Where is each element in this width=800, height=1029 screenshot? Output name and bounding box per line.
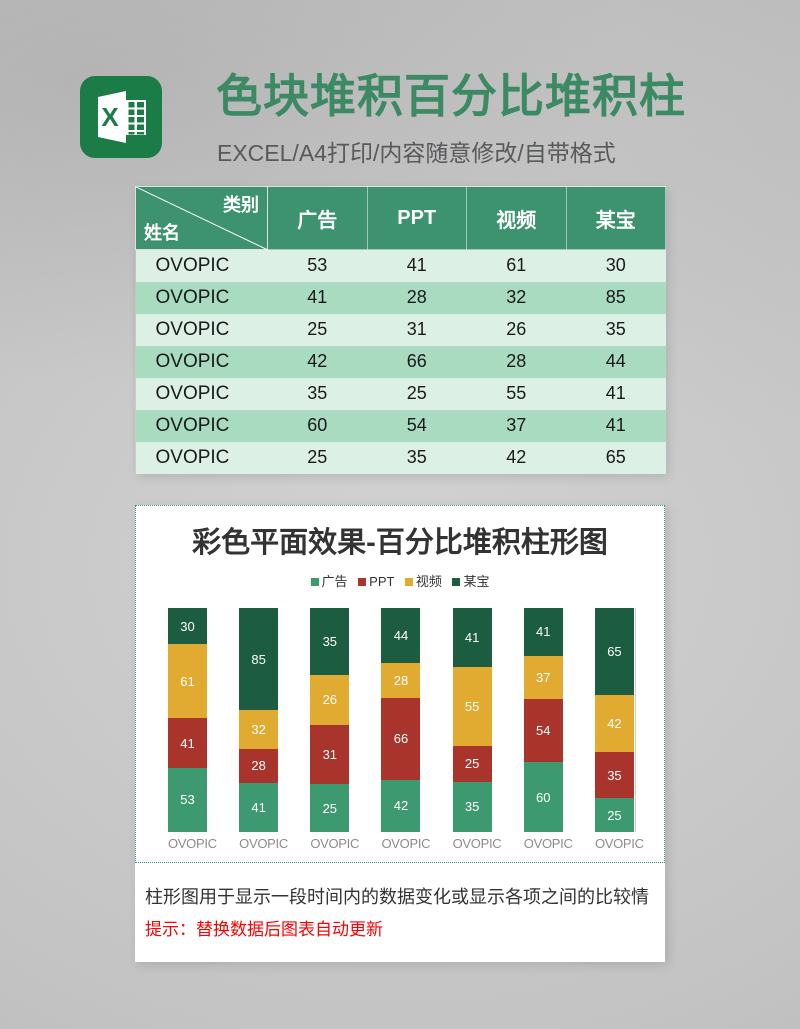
svg-text:X: X [101,102,119,132]
